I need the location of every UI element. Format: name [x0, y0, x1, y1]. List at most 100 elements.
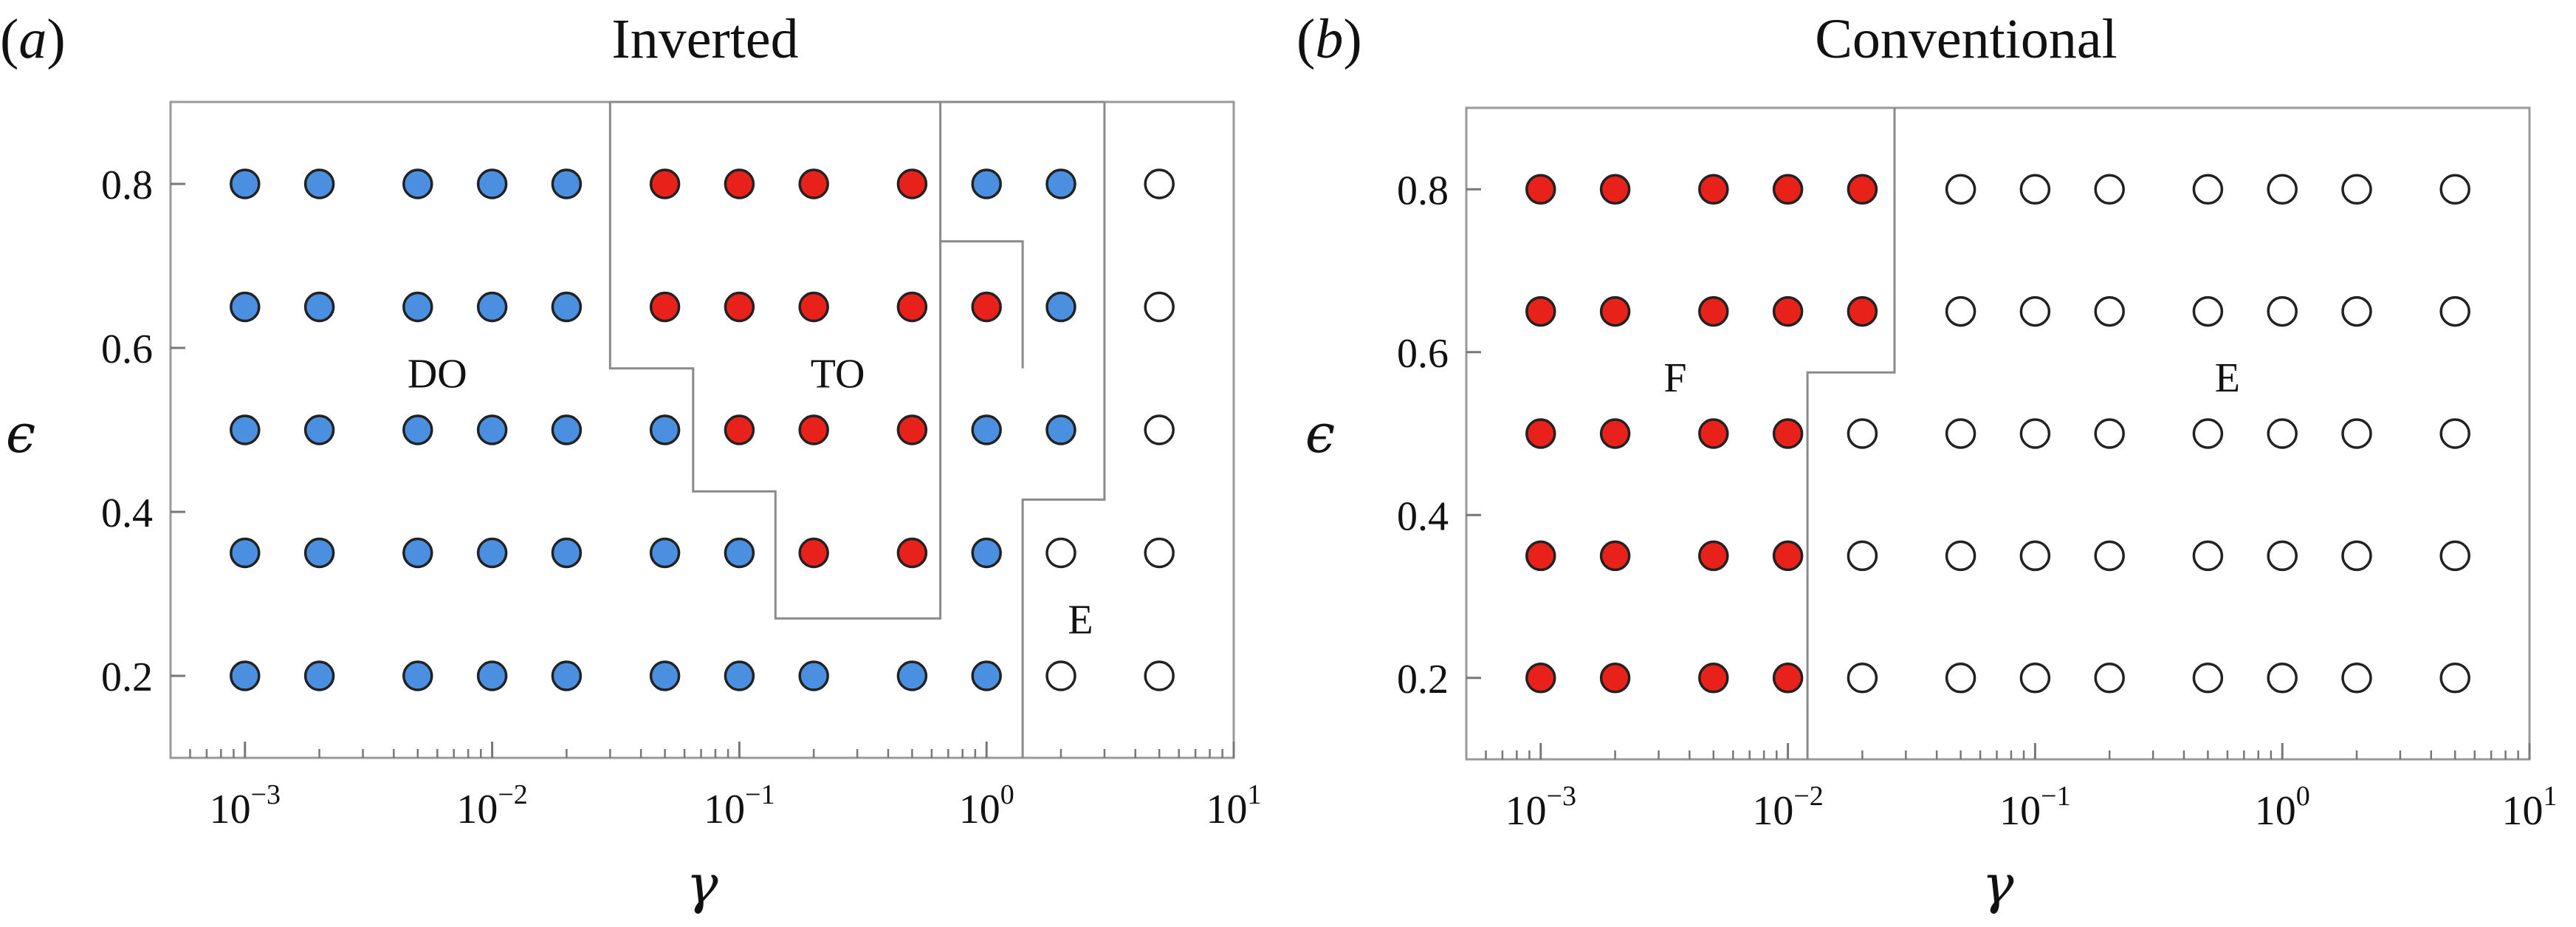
panel-a-point-do-0-3 — [476, 660, 508, 691]
panel-a-point-do-1-5 — [649, 537, 681, 569]
panel-a-point-e-0-11 — [1144, 660, 1175, 691]
panel-b-point-f-2-2 — [1698, 418, 1729, 449]
panel-b-y-tick-label-0: 0.2 — [1397, 657, 1449, 702]
panel-a-point-do-2-9 — [971, 414, 1002, 445]
panel-b-point-e-3-9 — [2267, 295, 2298, 327]
panel-a-y-tick-label-2: 0.6 — [101, 326, 153, 372]
panel-a-y-ticks: 0.2 0.4 0.6 0.8 — [101, 163, 185, 700]
panel-b-point-f-2-1 — [1599, 418, 1631, 449]
panel-a-point-do-2-4 — [551, 414, 583, 445]
panel-a-point-e-1-11 — [1144, 537, 1175, 569]
panel-a-point-to-3-5 — [649, 291, 681, 323]
panel-b-point-f-2-3 — [1772, 418, 1804, 449]
panel-a-minor-ticks — [189, 749, 1223, 758]
panel-a-points — [230, 168, 1175, 691]
panel-a-point-do-0-8 — [896, 660, 928, 691]
panel-a-point-e-1-10 — [1045, 537, 1076, 569]
panel-b-point-e-3-8 — [2192, 295, 2224, 327]
panel-a-point-do-4-10 — [1045, 168, 1076, 199]
panel-a-point-do-2-5 — [649, 414, 681, 445]
panel-a-point-do-4-4 — [551, 168, 583, 199]
panel-a-point-do-1-1 — [303, 537, 335, 569]
panel-a-point-e-4-11 — [1144, 168, 1175, 199]
panel-a-point-to-4-6 — [724, 168, 755, 199]
panel-a-point-to-4-8 — [896, 168, 928, 199]
panel-a-point-to-2-7 — [798, 414, 829, 445]
panel-b-point-e-4-6 — [2019, 174, 2051, 205]
panel-a-point-e-3-11 — [1144, 291, 1175, 323]
panel-a-x-axis-label: γ — [686, 853, 718, 915]
panel-b-point-f-1-0 — [1525, 540, 1556, 572]
panel-b-x-ticks: 10−3 10−2 10−1 100 101 — [1505, 743, 2558, 834]
panel-b-title: Conventional — [1815, 8, 2118, 70]
panel-a-boundary-1 — [939, 102, 1024, 369]
panel-a-region-label-e: E — [1068, 597, 1093, 643]
panel-b-point-e-4-5 — [1945, 174, 1976, 205]
panel-b-point-f-1-1 — [1599, 540, 1631, 572]
panel-b-point-f-3-2 — [1698, 295, 1729, 327]
panel-b-x-tick-label-1: 10−2 — [1752, 781, 1823, 834]
panel-a-point-do-1-0 — [230, 537, 261, 569]
panel-b-point-e-2-9 — [2267, 418, 2298, 449]
panel-a-point-do-1-9 — [971, 537, 1002, 569]
panel-b-x-tick-label-3: 100 — [2255, 781, 2310, 834]
panel-b-point-e-3-5 — [1945, 295, 1976, 327]
panel-a-point-do-4-3 — [476, 168, 508, 199]
panel-b-x-tick-label-2: 10−1 — [1999, 781, 2070, 834]
panel-b-x-axis-label: γ — [1982, 853, 2014, 915]
panel-a-point-do-4-9 — [971, 168, 1002, 199]
panel-a-y-tick-label-1: 0.4 — [101, 490, 153, 536]
panel-a-point-to-1-8 — [896, 537, 928, 569]
panel-a-y-axis-label: ϵ — [6, 403, 35, 465]
panel-a-region-label-do: DO — [408, 351, 467, 397]
panel-b-point-f-3-1 — [1599, 295, 1631, 327]
panel-b-point-e-4-10 — [2341, 174, 2372, 205]
panel-a-point-do-4-1 — [303, 168, 335, 199]
panel-a-y-tick-label-0: 0.2 — [101, 654, 153, 700]
panel-b-point-e-0-5 — [1945, 663, 1976, 694]
panel-b-point-e-0-11 — [2439, 663, 2470, 694]
panel-b-point-e-2-5 — [1945, 418, 1976, 449]
panel-b-point-f-3-3 — [1772, 295, 1804, 327]
panel-a-point-do-3-0 — [230, 291, 261, 323]
panel-a-chart: (a) Inverted 10−3 10−2 10−1 100 101 0.20.40.… — [0, 8, 1262, 915]
panel-b-point-e-4-7 — [2094, 174, 2125, 205]
panel-a-x-tick-label-0: 10−3 — [210, 779, 281, 832]
panel-b-point-e-2-11 — [2439, 418, 2470, 449]
panel-a-title: Inverted — [611, 8, 798, 70]
panel-b-point-e-1-8 — [2192, 540, 2224, 572]
panel-b-point-e-3-7 — [2094, 295, 2125, 327]
panel-b-point-f-4-1 — [1599, 174, 1631, 205]
panel-b-region-label-e: E — [2215, 355, 2240, 401]
panel-a-point-do-2-10 — [1045, 414, 1076, 445]
panel-b-point-f-1-3 — [1772, 540, 1804, 572]
panel-a-point-do-3-4 — [551, 291, 583, 323]
panel-a-point-do-0-7 — [798, 660, 829, 691]
panel-b-point-e-4-11 — [2439, 174, 2470, 205]
panel-a-point-do-0-1 — [303, 660, 335, 691]
panel-b-point-e-3-6 — [2019, 295, 2051, 327]
panel-b-point-f-3-4 — [1847, 295, 1878, 327]
panel-b-boundaries — [1806, 108, 1896, 759]
panel-a-point-to-3-8 — [896, 291, 928, 323]
panel-b-point-f-0-0 — [1525, 663, 1556, 694]
panel-a-point-do-1-2 — [402, 537, 433, 569]
panel-a-y-tick-label-3: 0.8 — [101, 163, 153, 208]
panel-b-y-axis-label: ϵ — [1305, 403, 1335, 465]
panel-a-point-do-2-3 — [476, 414, 508, 445]
panel-a-point-do-1-4 — [551, 537, 583, 569]
panel-a-point-do-0-2 — [402, 660, 433, 691]
panel-b-point-f-0-1 — [1599, 663, 1631, 694]
panel-a-label: (a) — [0, 8, 66, 70]
panel-b-point-e-1-9 — [2267, 540, 2298, 572]
panel-b-points — [1525, 174, 2470, 694]
panel-a-point-to-3-7 — [798, 291, 829, 323]
panel-b-point-e-0-6 — [2019, 663, 2051, 694]
panel-b-point-e-3-11 — [2439, 295, 2470, 327]
panel-a-point-do-4-0 — [230, 168, 261, 199]
panel-b-x-tick-label-4: 101 — [2502, 781, 2558, 834]
panel-a-point-do-2-2 — [402, 414, 433, 445]
panel-b-point-e-0-9 — [2267, 663, 2298, 694]
panel-b-point-e-3-10 — [2341, 295, 2372, 327]
